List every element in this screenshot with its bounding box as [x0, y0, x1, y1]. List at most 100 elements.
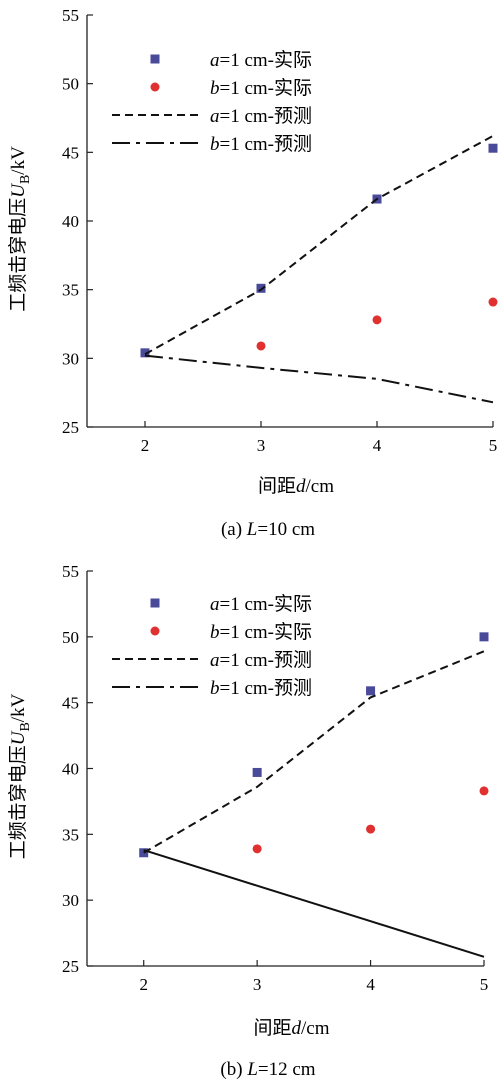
caption-suffix: =10 cm [257, 519, 315, 540]
legend-label-var: a [210, 650, 220, 671]
x-tick-label: 4 [373, 436, 382, 455]
legend-label-var: b [210, 622, 220, 643]
x-axis-label-unit: /cm [301, 1018, 330, 1039]
y-axis-label-sub: B [18, 175, 33, 184]
data-point-square [256, 283, 266, 293]
legend-label-text: =1 cm-预测 [220, 677, 313, 699]
series-line [144, 354, 494, 404]
caption-var: L [246, 1059, 258, 1080]
y-tick-label: 55 [62, 562, 79, 581]
legend-label-var: b [210, 78, 220, 99]
legend-label: b=1 cm-实际 [210, 621, 312, 643]
series-3 [143, 849, 485, 958]
series-line [143, 849, 485, 958]
x-tick-label: 3 [257, 436, 266, 455]
y-tick-label: 25 [62, 957, 79, 976]
series-0 [140, 143, 498, 358]
series-1 [252, 786, 489, 854]
caption-prefix: (a) [221, 519, 247, 540]
y-tick-label: 50 [62, 75, 79, 94]
series-line [144, 135, 494, 356]
panel-caption: (a) L=10 cm [221, 519, 315, 540]
legend-label-text: =1 cm-实际 [220, 49, 313, 71]
x-tick-label: 3 [253, 975, 262, 994]
data-point-circle [256, 341, 266, 351]
legend-label-var: a [210, 594, 220, 615]
data-point-circle [366, 824, 376, 834]
legend-label: a=1 cm-预测 [210, 105, 312, 127]
legend-label-var: a [210, 106, 220, 127]
data-point-circle [488, 297, 498, 307]
y-tick-label: 40 [62, 760, 79, 779]
legend-marker-square [150, 598, 160, 608]
legend-label-text: =1 cm-预测 [220, 133, 313, 155]
y-axis-label-unit: /kV [8, 693, 29, 722]
data-point-square [140, 348, 150, 358]
y-tick-label: 55 [62, 6, 79, 25]
legend-label: a=1 cm-实际 [210, 593, 312, 615]
x-axis-label-var: d [292, 1018, 302, 1039]
legend: a=1 cm-实际b=1 cm-实际a=1 cm-预测b=1 cm-预测 [112, 593, 312, 699]
legend-label-var: b [210, 134, 220, 155]
y-tick-label: 50 [62, 628, 79, 647]
y-tick-label: 25 [62, 418, 79, 437]
x-axis-label-var: d [296, 476, 306, 497]
x-axis-label: 间距d/cm [258, 475, 334, 497]
x-axis-label-text: 间距 [253, 1017, 291, 1039]
y-tick-label: 35 [62, 825, 79, 844]
legend-marker-square [150, 54, 160, 64]
x-tick-label: 2 [141, 436, 150, 455]
x-axis-label-unit: /cm [306, 476, 335, 497]
y-axis-label-text: 工频击穿电压 [7, 198, 29, 312]
x-tick-label: 2 [139, 975, 148, 994]
x-tick-label: 4 [366, 975, 375, 994]
data-point-square [366, 686, 376, 696]
x-axis-label: 间距d/cm [253, 1017, 329, 1039]
panel-caption: (b) L=12 cm [220, 1059, 315, 1080]
y-axis-label-sub: B [18, 722, 33, 731]
x-tick-label: 5 [480, 975, 489, 994]
series-2 [144, 135, 494, 356]
data-point-square [479, 632, 489, 642]
y-tick-label: 30 [62, 349, 79, 368]
y-tick-label: 35 [62, 281, 79, 300]
legend: a=1 cm-实际b=1 cm-实际a=1 cm-预测b=1 cm-预测 [112, 49, 312, 155]
series-3 [144, 354, 494, 404]
data-point-square [252, 767, 262, 777]
legend-label-text: =1 cm-实际 [220, 621, 313, 643]
data-point-circle [372, 315, 382, 325]
legend-marker-circle [150, 626, 160, 636]
y-axis-label-var: U [8, 183, 29, 198]
x-axis-label-text: 间距 [258, 475, 296, 497]
legend-label: b=1 cm-预测 [210, 133, 312, 155]
series-0 [139, 632, 489, 858]
series-2 [143, 650, 485, 854]
x-tick-label: 5 [489, 436, 498, 455]
legend-label-text: =1 cm-预测 [220, 105, 313, 127]
legend-label-text: =1 cm-实际 [220, 593, 313, 615]
legend-label-var: b [210, 678, 220, 699]
y-axis-label-text: 工频击穿电压 [7, 745, 29, 859]
series-1 [256, 297, 498, 351]
y-tick-label: 30 [62, 891, 79, 910]
y-axis-label: 工频击穿电压UB/kV [7, 146, 33, 312]
y-axis-label-var: U [8, 730, 29, 745]
y-tick-label: 40 [62, 212, 79, 231]
caption-var: L [246, 519, 258, 540]
data-point-circle [479, 786, 489, 796]
caption-suffix: =12 cm [258, 1059, 316, 1080]
legend-label: b=1 cm-实际 [210, 77, 312, 99]
data-point-circle [252, 844, 262, 854]
y-tick-label: 45 [62, 143, 79, 162]
legend-label-text: =1 cm-实际 [220, 77, 313, 99]
legend-label-text: =1 cm-预测 [220, 649, 313, 671]
series-line [143, 650, 485, 854]
y-tick-label: 45 [62, 694, 79, 713]
caption-prefix: (b) [220, 1059, 247, 1080]
legend-label: a=1 cm-预测 [210, 649, 312, 671]
y-axis-label-unit: /kV [8, 146, 29, 175]
